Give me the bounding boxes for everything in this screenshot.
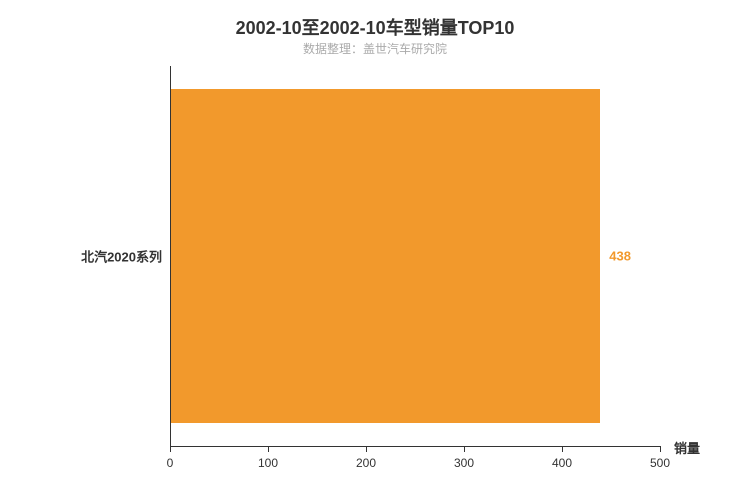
y-category-label: 北汽2020系列	[81, 247, 170, 266]
bar-value-label: 438	[609, 249, 631, 264]
x-tick-label: 200	[356, 456, 376, 470]
x-tick-label: 0	[167, 456, 174, 470]
x-tick	[268, 446, 269, 452]
bar	[171, 89, 600, 423]
x-tick	[366, 446, 367, 452]
x-tick	[660, 446, 661, 452]
x-axis-line	[170, 446, 660, 447]
x-tick	[464, 446, 465, 452]
x-tick-label: 400	[552, 456, 572, 470]
chart-title: 2002-10至2002-10车型销量TOP10	[0, 14, 750, 40]
chart-subtitle: 数据整理：盖世汽车研究院	[0, 40, 750, 57]
plot-area: 0100200300400500销量北汽2020系列438	[170, 66, 660, 446]
x-tick	[562, 446, 563, 452]
x-tick	[170, 446, 171, 452]
x-tick-label: 500	[650, 456, 670, 470]
x-tick-label: 100	[258, 456, 278, 470]
x-axis-title: 销量	[674, 438, 700, 457]
x-tick-label: 300	[454, 456, 474, 470]
